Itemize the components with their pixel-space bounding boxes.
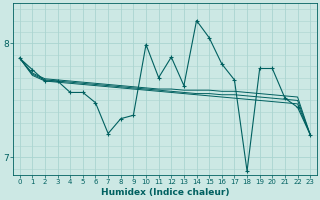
X-axis label: Humidex (Indice chaleur): Humidex (Indice chaleur) [101, 188, 229, 197]
